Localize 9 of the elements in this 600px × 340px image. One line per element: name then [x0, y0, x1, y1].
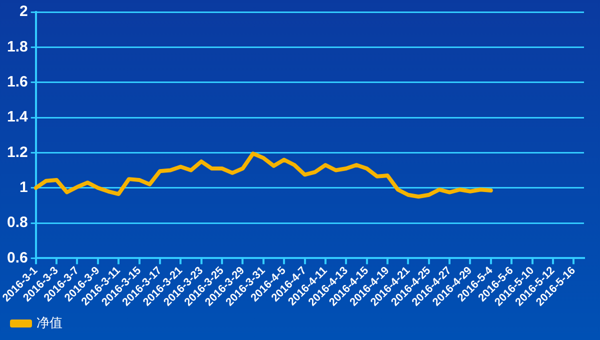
y-tick-label: 1 — [20, 179, 28, 196]
y-tick-label: 0.6 — [6, 249, 28, 266]
y-tick-label: 1.4 — [6, 108, 28, 126]
y-tick-label: 0.8 — [6, 214, 28, 232]
y-tick-label: 1.6 — [6, 73, 28, 90]
y-tick-label: 1.2 — [6, 144, 28, 161]
y-tick-label: 2 — [20, 3, 28, 20]
legend-label: 净值 — [36, 315, 62, 330]
y-tick-label: 1.8 — [6, 38, 28, 56]
